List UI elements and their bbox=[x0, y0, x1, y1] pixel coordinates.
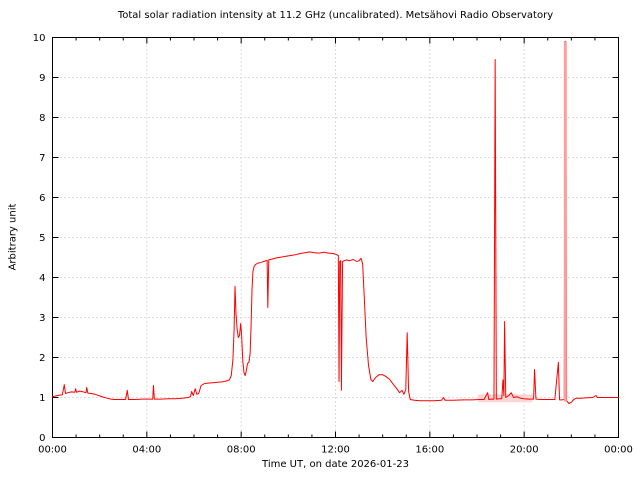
y-tick-label: 6 bbox=[39, 193, 45, 204]
y-tick-label: 7 bbox=[39, 153, 45, 164]
x-axis-label: Time UT, on date 2026-01-23 bbox=[262, 459, 409, 470]
radiation-series-line bbox=[52, 41, 619, 404]
chart-title: Total solar radiation intensity at 11.2 … bbox=[117, 10, 554, 21]
y-tick-label: 10 bbox=[33, 33, 46, 44]
y-tick-label: 3 bbox=[39, 313, 45, 324]
y-tick-label: 4 bbox=[39, 273, 45, 284]
baseline-noise-band bbox=[478, 394, 533, 403]
x-tick-label: 08:00 bbox=[227, 445, 256, 456]
x-tick-label: 00:00 bbox=[38, 445, 67, 456]
x-tick-label: 04:00 bbox=[132, 445, 161, 456]
y-tick-label: 2 bbox=[39, 353, 45, 364]
y-tick-label: 8 bbox=[39, 113, 45, 124]
x-tick-label: 00:00 bbox=[604, 445, 633, 456]
x-tick-label: 16:00 bbox=[415, 445, 444, 456]
y-tick-label: 0 bbox=[39, 433, 45, 444]
y-tick-label: 5 bbox=[39, 233, 45, 244]
x-tick-label: 20:00 bbox=[510, 445, 539, 456]
x-tick-label: 12:00 bbox=[321, 445, 350, 456]
y-tick-label: 9 bbox=[39, 73, 45, 84]
y-tick-label: 1 bbox=[39, 393, 45, 404]
